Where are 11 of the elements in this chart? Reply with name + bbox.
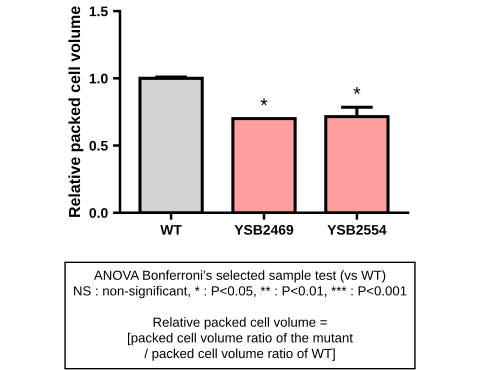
y-axis-title: Relative packed cell volume: [68, 6, 84, 217]
annotation: *: [353, 87, 360, 94]
x-tick-label: YSB2554: [327, 224, 387, 235]
x-tick-label: WT: [160, 225, 182, 235]
y-tick-label: 1.0: [90, 74, 108, 84]
x-tick-label: YSB2469: [234, 224, 294, 235]
y-tick-label: 0.5: [89, 140, 108, 151]
y-tick-label: 0.0: [89, 208, 108, 218]
text: ANOVA Bonferroni’s selected sample test (vs WT) NS : non-significant, * : P<0.05, ** : P<0.01, *** : P<0.001 Relative packed cell volume = [packed cell volume ratio of the mutant / packed cell volume ratio of WT]: [74, 270, 406, 361]
annotation: *: [260, 98, 268, 106]
y-tick-label: 1.5: [90, 6, 108, 16]
